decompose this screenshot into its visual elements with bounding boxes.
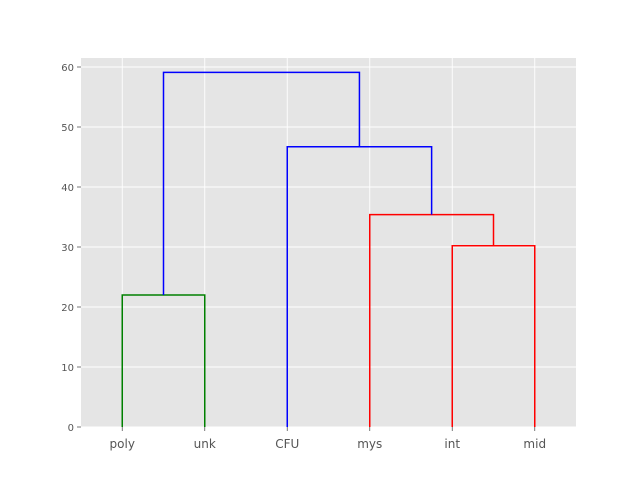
- leaf-label-poly: poly: [110, 437, 135, 451]
- leaf-label-mys: mys: [357, 437, 382, 451]
- y-tick-label: 40: [61, 183, 74, 194]
- leaf-label-CFU: CFU: [275, 437, 299, 451]
- y-tick-label: 20: [61, 303, 74, 314]
- dendrogram-links: [121, 71, 536, 427]
- y-tick-label: 30: [61, 243, 74, 254]
- leaf-label-mid: mid: [523, 437, 546, 451]
- y-tick-label: 10: [61, 363, 74, 374]
- y-axis-ticks: 0 10 20 30 40 50 60: [61, 63, 81, 434]
- y-tick-label: 50: [61, 123, 74, 134]
- plot-background: [81, 58, 576, 427]
- y-tick-label: 0: [68, 423, 74, 434]
- link-root: [162, 71, 361, 295]
- leaf-label-unk: unk: [194, 437, 216, 451]
- x-axis-ticks: poly unk CFU mys int mid: [110, 427, 546, 451]
- y-tick-label: 60: [61, 63, 74, 74]
- leaf-label-int: int: [444, 437, 460, 451]
